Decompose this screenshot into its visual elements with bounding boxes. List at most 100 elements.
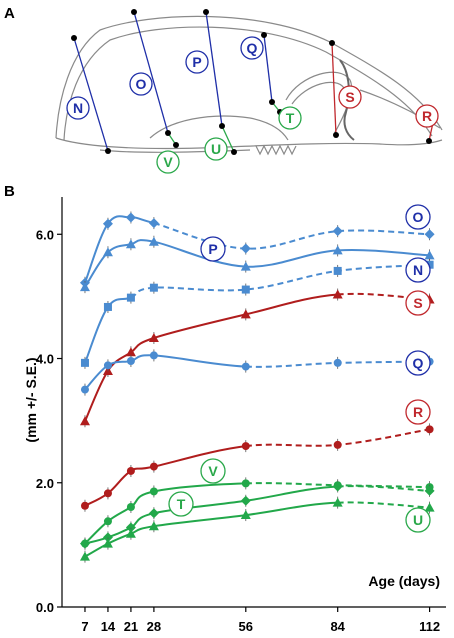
data-point [103,302,112,311]
series-label-text: V [208,463,218,479]
series-q [80,349,434,396]
series-label-p: P [200,236,226,262]
series-label-q: Q [405,350,431,376]
series-label-circle [405,290,431,316]
x-tick-label: 7 [81,619,88,634]
y-tick-label: 0.0 [36,600,54,615]
data-point [148,333,159,343]
skull-label-v: V [156,150,180,174]
skull-label-u: U [204,137,228,161]
series-label-circle [405,507,431,533]
series-line-dashed [153,222,430,250]
data-point [424,485,435,496]
series-n [80,258,434,369]
data-point [103,361,112,370]
series-label-circle [405,350,431,376]
panel-a: A [4,5,443,174]
skull-label-p: P [185,50,209,74]
data-point [149,351,158,360]
svg-text:T: T [286,110,295,126]
skull-drawing [55,15,443,156]
series-line-solid [84,485,338,545]
data-point [102,532,113,543]
series-label-circle [405,399,431,425]
data-point [126,357,135,365]
series-label-text: T [177,496,186,512]
series-label-circle [200,236,226,262]
data-point [102,218,113,229]
skull-label-r: R [415,104,439,128]
svg-text:S: S [345,89,354,105]
series-label-layer: O P N S Q R V T U [168,204,431,533]
skull-label-s: S [338,85,362,109]
data-point [240,309,251,319]
data-point [125,212,136,223]
y-tick-label: 4.0 [36,352,54,367]
data-point [241,479,250,488]
series-line-dashed [130,263,430,299]
x-tick-label: 84 [330,619,345,634]
series-line-dashed [337,501,430,509]
data-point [125,522,136,533]
series-t [79,480,435,550]
data-point [80,385,89,394]
svg-text:R: R [422,108,432,124]
data-point [80,501,89,510]
data-point [103,517,112,526]
data-point [332,289,343,299]
series-line-solid [84,239,430,288]
series-line-solid [84,215,155,284]
panel-a-letter: A [4,5,15,22]
data-point [332,226,343,237]
series-label-v: V [200,458,226,484]
series-label-n: N [405,257,431,283]
series-r [80,423,434,512]
data-point [149,283,158,292]
data-point [333,440,342,449]
measure-line-s [331,42,337,136]
skull-label-o: O [129,72,153,96]
measure-line-u [221,125,235,153]
y-tick-label: 6.0 [36,227,54,242]
skull-label-n: N [66,96,90,120]
data-point [125,528,136,538]
data-point [425,260,434,269]
series-layer [79,211,435,563]
data-point [126,466,135,475]
series-label-circle [200,458,226,484]
data-point [332,497,343,507]
measure-line-o [133,11,169,134]
series-label-text: U [413,512,423,528]
data-point [333,358,342,367]
data-point [148,521,159,531]
series-label-circle [168,491,194,517]
data-point [241,442,250,451]
y-tick-group: 0.0 2.0 4.0 6.0 [36,227,62,615]
series-u [79,496,435,563]
svg-text:O: O [136,76,147,92]
skull-label-q: Q [240,36,264,60]
data-point [241,362,250,371]
data-point [79,551,90,561]
data-point [240,243,251,254]
x-tick-label: 14 [101,619,116,634]
data-point [241,285,250,294]
series-label-text: O [413,209,424,225]
series-label-circle [405,204,431,230]
series-label-u: U [405,507,431,533]
data-point [149,462,158,471]
data-point [79,538,90,549]
series-line-dashed [337,485,430,492]
data-point [240,261,251,271]
panel-b-letter: B [4,183,15,200]
panel-b: B 0.02.04.06.0 7 14 21 28 56 84 112 OPNSQRVTU … [4,183,446,634]
series-label-text: R [413,404,423,420]
x-axis-title: Age (days) [368,573,440,589]
data-point [332,481,343,492]
measure-line-q [263,34,273,103]
series-label-s: S [405,290,431,316]
data-point [125,239,136,249]
x-tick-label: 28 [147,619,161,634]
x-tick-group: 7 14 21 28 56 84 112 [81,607,440,634]
